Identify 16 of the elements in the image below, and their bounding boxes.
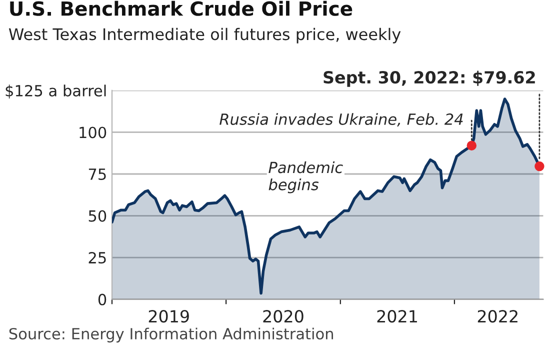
annotation: Pandemic begins bbox=[268, 161, 343, 194]
x-tick-label: 2019 bbox=[148, 310, 189, 323]
y-tick-label: 0 bbox=[98, 294, 106, 306]
x-tick-label: 2022 bbox=[478, 310, 518, 323]
chart-subtitle: West Texas Intermediate oil futures price, weekly bbox=[8, 28, 401, 44]
annotation: Sept. 30, 2022: $79.62 bbox=[324, 70, 535, 87]
y-tick-label: 100 bbox=[80, 126, 106, 138]
chart-title: U.S. Benchmark Crude Oil Price bbox=[10, 0, 352, 16]
y-tick-label: 75 bbox=[88, 168, 106, 180]
y-tick-label: $125 a barrel bbox=[6, 84, 106, 99]
y-tick-label: 50 bbox=[88, 210, 106, 222]
source-note: Source: Energy Information Administration bbox=[9, 328, 334, 342]
y-tick-label: 25 bbox=[88, 252, 106, 264]
x-tick-label: 2020 bbox=[263, 310, 304, 323]
annotation: Russia invades Ukraine, Feb. 24 bbox=[220, 113, 463, 127]
x-tick-label: 2021 bbox=[377, 310, 417, 323]
